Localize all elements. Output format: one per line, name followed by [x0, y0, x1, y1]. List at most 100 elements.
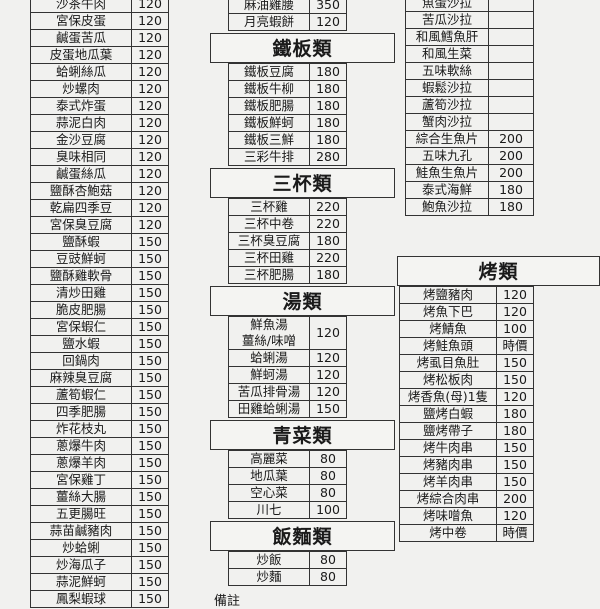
dish-price: 180: [488, 181, 534, 199]
menu-row: 鐵板牛柳 180: [228, 80, 347, 98]
dish-name: 三杯雞: [228, 198, 310, 216]
dish-name-text: 蟹肉沙拉: [421, 114, 472, 129]
dish-name-text: 炒海瓜子: [55, 557, 106, 572]
dish-name: 烤虱目魚肚: [399, 354, 497, 372]
menu-row: 豆豉鮮蚵 150: [30, 250, 169, 268]
dish-name: 鹽水蝦: [30, 335, 132, 353]
dish-price: 120: [131, 165, 169, 183]
dish-name-text: 五味軟絲: [421, 63, 472, 78]
menu-row: 烤鮭魚頭 時價: [399, 337, 534, 355]
menu-row: 泰式炸蛋 120: [30, 97, 169, 115]
dish-name-text: 鮑魚沙拉: [421, 199, 472, 214]
dish-name-text: 鮭魚生魚片: [415, 165, 479, 180]
dish-name-text: 烤松板肉: [422, 372, 473, 387]
dish-price: 150: [496, 473, 534, 491]
dish-price: 120: [131, 182, 169, 200]
dish-name-text: 烤香魚(母)1隻: [407, 389, 489, 404]
dish-name: 魚蛋沙拉: [405, 0, 489, 12]
dish-price: 180: [309, 232, 347, 250]
dish-name: 鳳梨蝦球: [30, 590, 132, 608]
menu-row: 烤中卷 時價: [399, 524, 534, 542]
dish-price: 120: [131, 63, 169, 81]
dish-name-text: 鐵板牛柳: [243, 81, 294, 96]
dish-name-text: 鹽水蝦: [62, 336, 100, 351]
dish-name-text: 鹹蛋苦瓜: [55, 30, 106, 45]
dish-name-text: 薑絲大腸: [55, 489, 106, 504]
menu-row: 烤豬肉串 150: [399, 456, 534, 474]
dish-price: 120: [131, 97, 169, 115]
dish-name: 泰式海鮮: [405, 181, 489, 199]
dish-name: 五味軟絲: [405, 62, 489, 80]
menu-row: 三杯雞 220: [228, 198, 347, 216]
dish-name: 薑絲大腸: [30, 488, 132, 506]
dish-name: 三杯田雞: [228, 249, 310, 267]
dish-name-text: 川七: [256, 502, 282, 517]
menu-row: 烤香魚(母)1隻 120: [399, 388, 534, 406]
menu-row: 鮭魚生魚片 200: [405, 164, 534, 182]
dish-name: 回鍋肉: [30, 352, 132, 370]
dish-name: 豆豉鮮蚵: [30, 250, 132, 268]
menu-row: 炒海瓜子 150: [30, 556, 169, 574]
dish-name-text: 蒜泥鮮蚵: [55, 574, 106, 589]
dish-price: 120: [131, 29, 169, 47]
dish-name: 烤牛肉串: [399, 439, 497, 457]
menu-row: 蛤蜊湯 120: [228, 349, 347, 367]
dish-price: 180: [309, 80, 347, 98]
menu-row: 鮮魚湯 薑絲/味噌 120: [228, 316, 347, 350]
dish-name-text: 月亮蝦餅: [243, 14, 294, 29]
menu-row: 蔥爆羊肉 150: [30, 454, 169, 472]
dish-name: 鹽酥雞軟骨: [30, 267, 132, 285]
note: 備註: [214, 594, 241, 609]
dish-name: 宮保雞丁: [30, 471, 132, 489]
dish-name-text: 鳳梨蝦球: [55, 591, 106, 606]
dish-name-text: 麻辣臭豆腐: [49, 370, 113, 385]
menu-table: 烤鹽豬肉 120 烤魚下巴 120 烤鯖魚 100 烤鮭魚頭 時價 烤虱目魚肚 150 烤松板肉 15…: [399, 286, 534, 542]
dish-name-text: 綜合生魚片: [415, 131, 479, 146]
dish-name-text: 皮蛋地瓜葉: [49, 47, 113, 62]
section-header: 鐵板類: [210, 33, 395, 63]
menu-row: 炒飯 80: [228, 551, 347, 569]
dish-name-text: 蒜苗鹹豬肉: [49, 523, 113, 538]
dish-price: 120: [131, 46, 169, 64]
dish-name-text: 烤鹽豬肉: [422, 287, 473, 302]
dish-name-text: 蒜泥白肉: [55, 115, 106, 130]
menu-row: 烤牛肉串 150: [399, 439, 534, 457]
menu-row: 蝦鬆沙拉: [405, 79, 534, 97]
dish-name: 蒜泥白肉: [30, 114, 132, 132]
dish-name-text: 鹽酥杏鮑菇: [49, 183, 113, 198]
dish-name: 鐵板肥腸: [228, 97, 310, 115]
dish-name: 和風生菜: [405, 45, 489, 63]
menu-row: 高麗菜 80: [228, 450, 347, 468]
menu-row: 鹽酥蝦 150: [30, 233, 169, 251]
menu-row: 炒蛤蜊 150: [30, 539, 169, 557]
dish-name: 炒飯: [228, 551, 310, 569]
menu-table: 炒飯 80 炒麵 80: [228, 551, 347, 586]
dish-price: 150: [131, 284, 169, 302]
menu-row: 三杯田雞 220: [228, 249, 347, 267]
menu-row: 月亮蝦餅 120: [228, 13, 347, 31]
dish-price: 120: [131, 0, 169, 13]
menu-row: 炒螺肉 120: [30, 80, 169, 98]
dish-name: 皮蛋地瓜葉: [30, 46, 132, 64]
menu-row: 泰式海鮮 180: [405, 181, 534, 199]
dish-name: 炒螺肉: [30, 80, 132, 98]
dish-name-text: 烤魚下巴: [422, 304, 473, 319]
dish-price: 180: [488, 198, 534, 216]
dish-price: 150: [131, 454, 169, 472]
dish-name: 臭味相同: [30, 148, 132, 166]
menu-row: 和風鱈魚肝: [405, 28, 534, 46]
dish-name-text: 鐵板鮮蚵: [243, 115, 294, 130]
dish-name-text: 三杯雞: [250, 199, 288, 214]
dish-name: 綜合生魚片: [405, 130, 489, 148]
menu-row: 金沙豆腐 120: [30, 131, 169, 149]
dish-name-text: 烤味噌魚: [422, 508, 473, 523]
dish-name: 五更腸旺: [30, 505, 132, 523]
dish-price: 150: [131, 318, 169, 336]
dish-name-text: 炒螺肉: [62, 81, 100, 96]
dish-name: 清炒田雞: [30, 284, 132, 302]
menu-row: 烤羊肉串 150: [399, 473, 534, 491]
dish-name-text: 臭味相同: [55, 149, 106, 164]
menu-row: 清炒田雞 150: [30, 284, 169, 302]
menu-row: 地瓜葉 80: [228, 467, 347, 485]
dish-name-text: 宮保雞丁: [55, 472, 106, 487]
